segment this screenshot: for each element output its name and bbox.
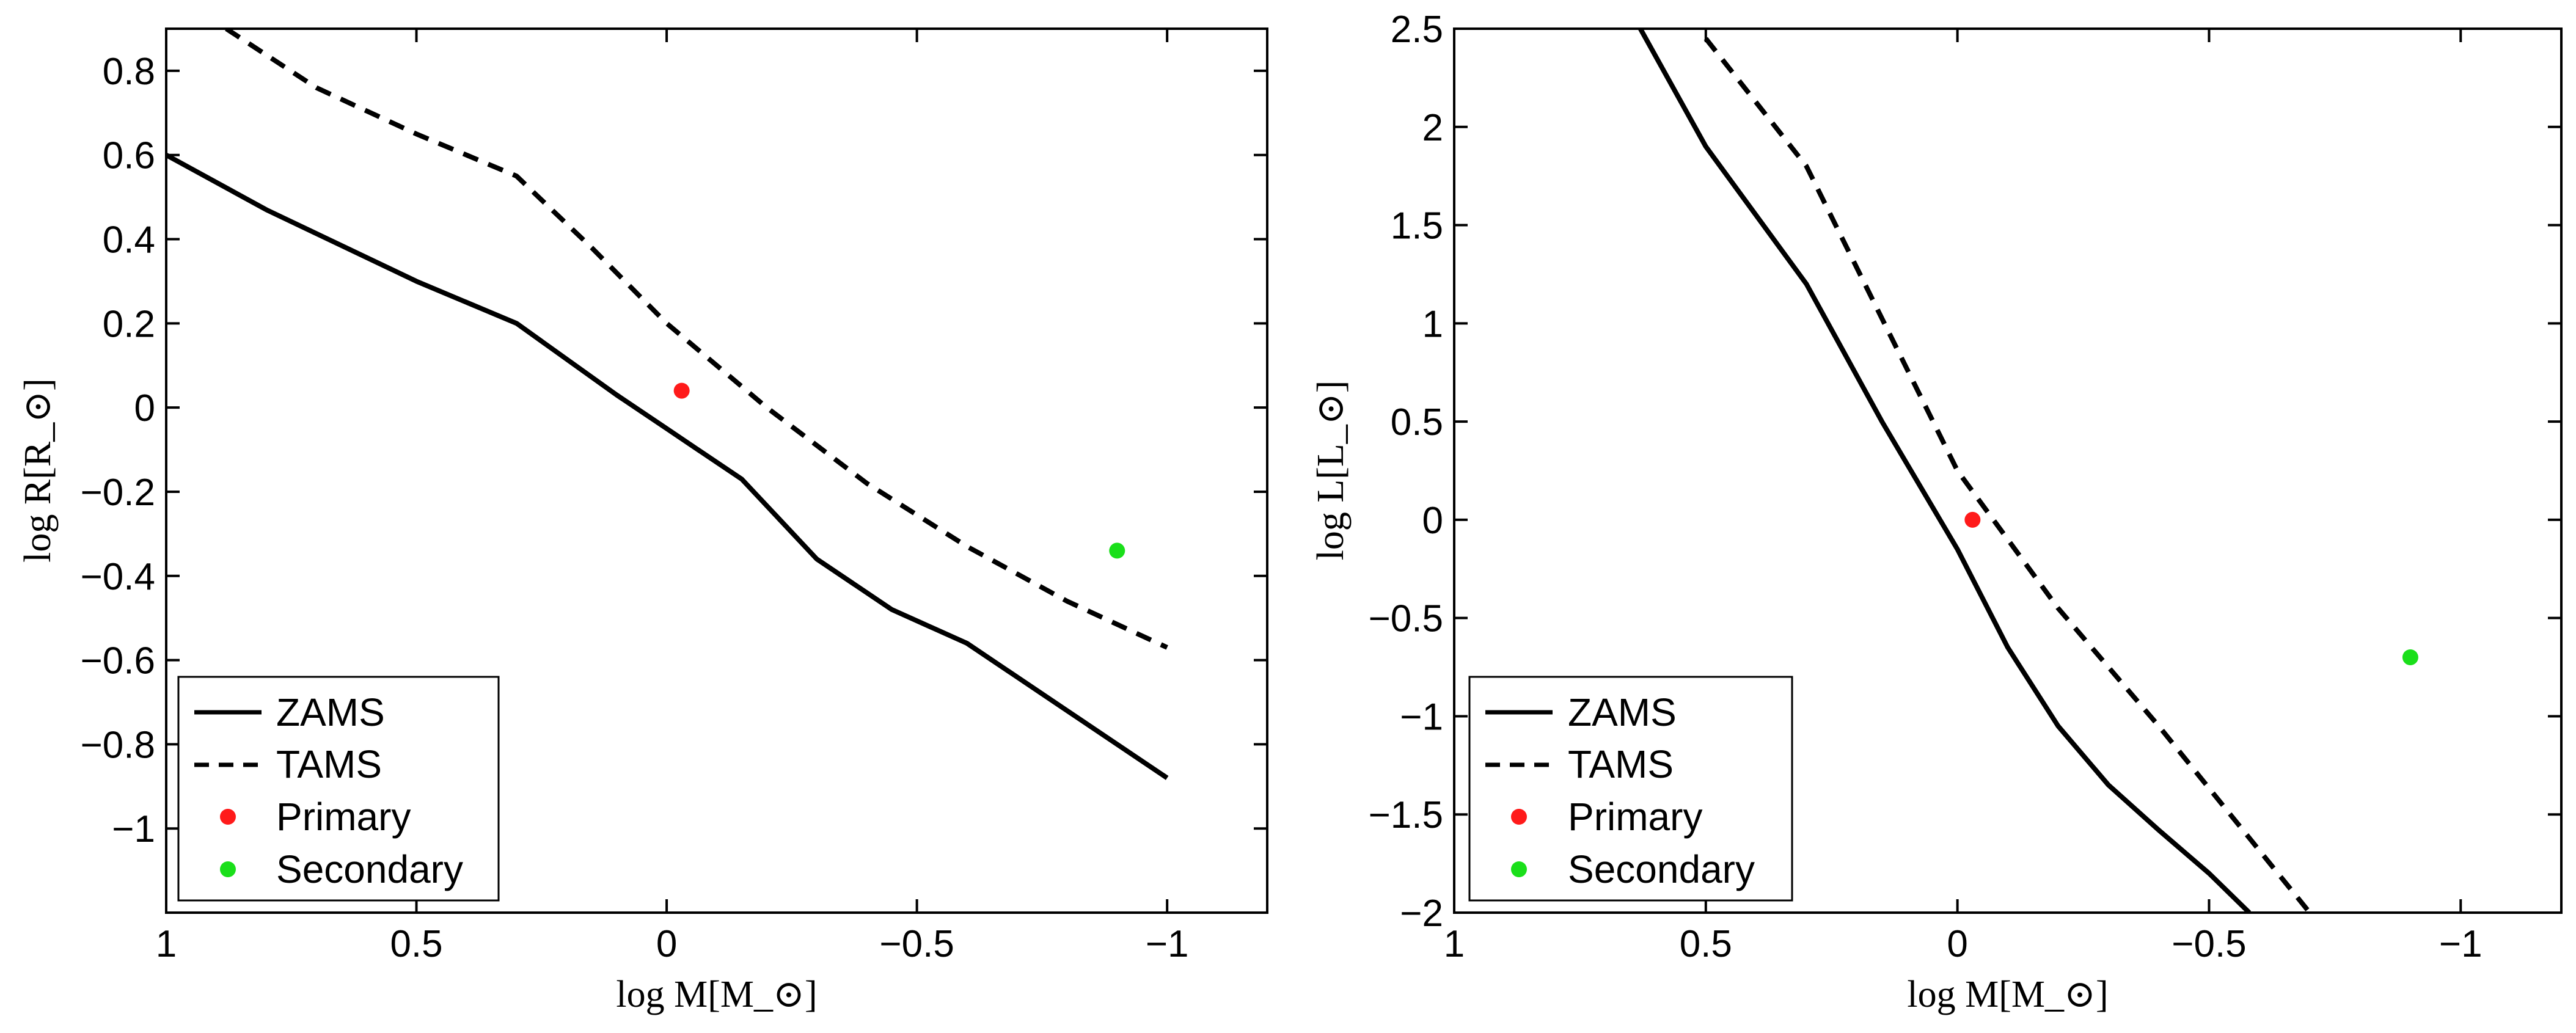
x-tick-label: 0.5 bbox=[390, 923, 442, 965]
x-tick-label: −1 bbox=[2439, 923, 2483, 965]
y-axis-label: log R[R_⊙] bbox=[17, 378, 59, 563]
x-axis-label: log M[M_⊙] bbox=[1907, 974, 2108, 1015]
y-tick-label: −0.4 bbox=[81, 556, 155, 598]
y-tick-label: 0.2 bbox=[103, 303, 155, 345]
y-axis-label: log L[L_⊙] bbox=[1310, 381, 1352, 561]
legend-primary-marker bbox=[1511, 809, 1527, 825]
y-tick-label: 2 bbox=[1422, 107, 1443, 149]
y-tick-label: −0.6 bbox=[81, 640, 155, 682]
y-tick-label: −0.2 bbox=[81, 472, 155, 514]
data-point-secondary bbox=[2402, 649, 2418, 665]
series-line-zams bbox=[166, 153, 1169, 780]
legend-primary-label: Primary bbox=[1568, 795, 1702, 839]
x-tick-label: 1 bbox=[1444, 923, 1465, 965]
y-tick-label: 0 bbox=[134, 387, 155, 429]
legend-zams-label: ZAMS bbox=[276, 690, 385, 734]
y-tick-label: 0.8 bbox=[103, 51, 155, 93]
radius-mass-chart: 1 0.5 0 −0.5 −1 0.8 0.6 0.4 0.2 0 −0.2 −0.4 −0.6 −0.8… bbox=[17, 27, 1268, 1015]
y-tick-label: 0.5 bbox=[1391, 401, 1443, 443]
points-layer bbox=[1964, 511, 2418, 665]
x-tick-label: −0.5 bbox=[879, 923, 954, 965]
x-tick-label: 1 bbox=[156, 923, 177, 965]
series-line-zams bbox=[1638, 29, 2252, 913]
points-layer bbox=[673, 382, 1125, 559]
y-tick-label: −0.5 bbox=[1369, 598, 1443, 640]
series-layer bbox=[1638, 29, 2312, 913]
ticks-layer: 1 0.5 0 −0.5 −1 2.5 2 1.5 1 0.5 0 −0.5 −1 −1.5 −2 bbox=[1369, 9, 2561, 965]
legend-secondary-marker bbox=[1511, 861, 1527, 877]
data-point-primary bbox=[1964, 511, 1981, 528]
y-tick-label: 0.6 bbox=[103, 135, 155, 177]
y-tick-label: 1 bbox=[1422, 303, 1443, 345]
legend: ZAMS TAMS Primary Secondary bbox=[1468, 676, 1793, 902]
data-point-primary bbox=[673, 382, 690, 399]
series-layer bbox=[166, 29, 1169, 780]
legend-tams-label: TAMS bbox=[276, 742, 382, 786]
series-line-tams bbox=[1703, 37, 2312, 913]
y-tick-label: −0.8 bbox=[81, 724, 155, 766]
legend-secondary-label: Secondary bbox=[276, 847, 463, 891]
legend-secondary-label: Secondary bbox=[1568, 847, 1755, 891]
y-tick-label: −1 bbox=[1400, 696, 1443, 738]
data-point-secondary bbox=[1109, 542, 1125, 559]
legend-secondary-marker bbox=[220, 861, 236, 877]
legend-zams-label: ZAMS bbox=[1568, 690, 1677, 734]
x-tick-label: −1 bbox=[1146, 923, 1189, 965]
x-tick-label: −0.5 bbox=[2172, 923, 2246, 965]
luminosity-mass-chart: 1 0.5 0 −0.5 −1 2.5 2 1.5 1 0.5 0 −0.5 −1 −1.5 −2 log … bbox=[1310, 9, 2563, 1015]
y-tick-label: −1.5 bbox=[1369, 794, 1443, 836]
legend-tams-label: TAMS bbox=[1568, 742, 1674, 786]
legend-primary-label: Primary bbox=[276, 795, 411, 839]
ticks-layer: 1 0.5 0 −0.5 −1 0.8 0.6 0.4 0.2 0 −0.2 −0.4 −0.6 −0.8… bbox=[81, 29, 1267, 965]
x-tick-label: 0 bbox=[1947, 923, 1967, 965]
x-tick-label: 0.5 bbox=[1680, 923, 1732, 965]
x-tick-label: 0 bbox=[656, 923, 677, 965]
x-axis-label: log M[M_⊙] bbox=[616, 974, 817, 1015]
series-line-tams bbox=[225, 29, 1168, 650]
y-tick-label: 2.5 bbox=[1391, 9, 1443, 51]
y-tick-label: 0 bbox=[1422, 500, 1443, 542]
y-tick-label: 0.4 bbox=[103, 219, 155, 261]
legend: ZAMS TAMS Primary Secondary bbox=[177, 676, 500, 902]
y-tick-label: −1 bbox=[112, 808, 155, 850]
y-tick-label: 1.5 bbox=[1391, 205, 1443, 247]
legend-primary-marker bbox=[220, 809, 236, 825]
y-tick-label: −2 bbox=[1400, 892, 1443, 935]
